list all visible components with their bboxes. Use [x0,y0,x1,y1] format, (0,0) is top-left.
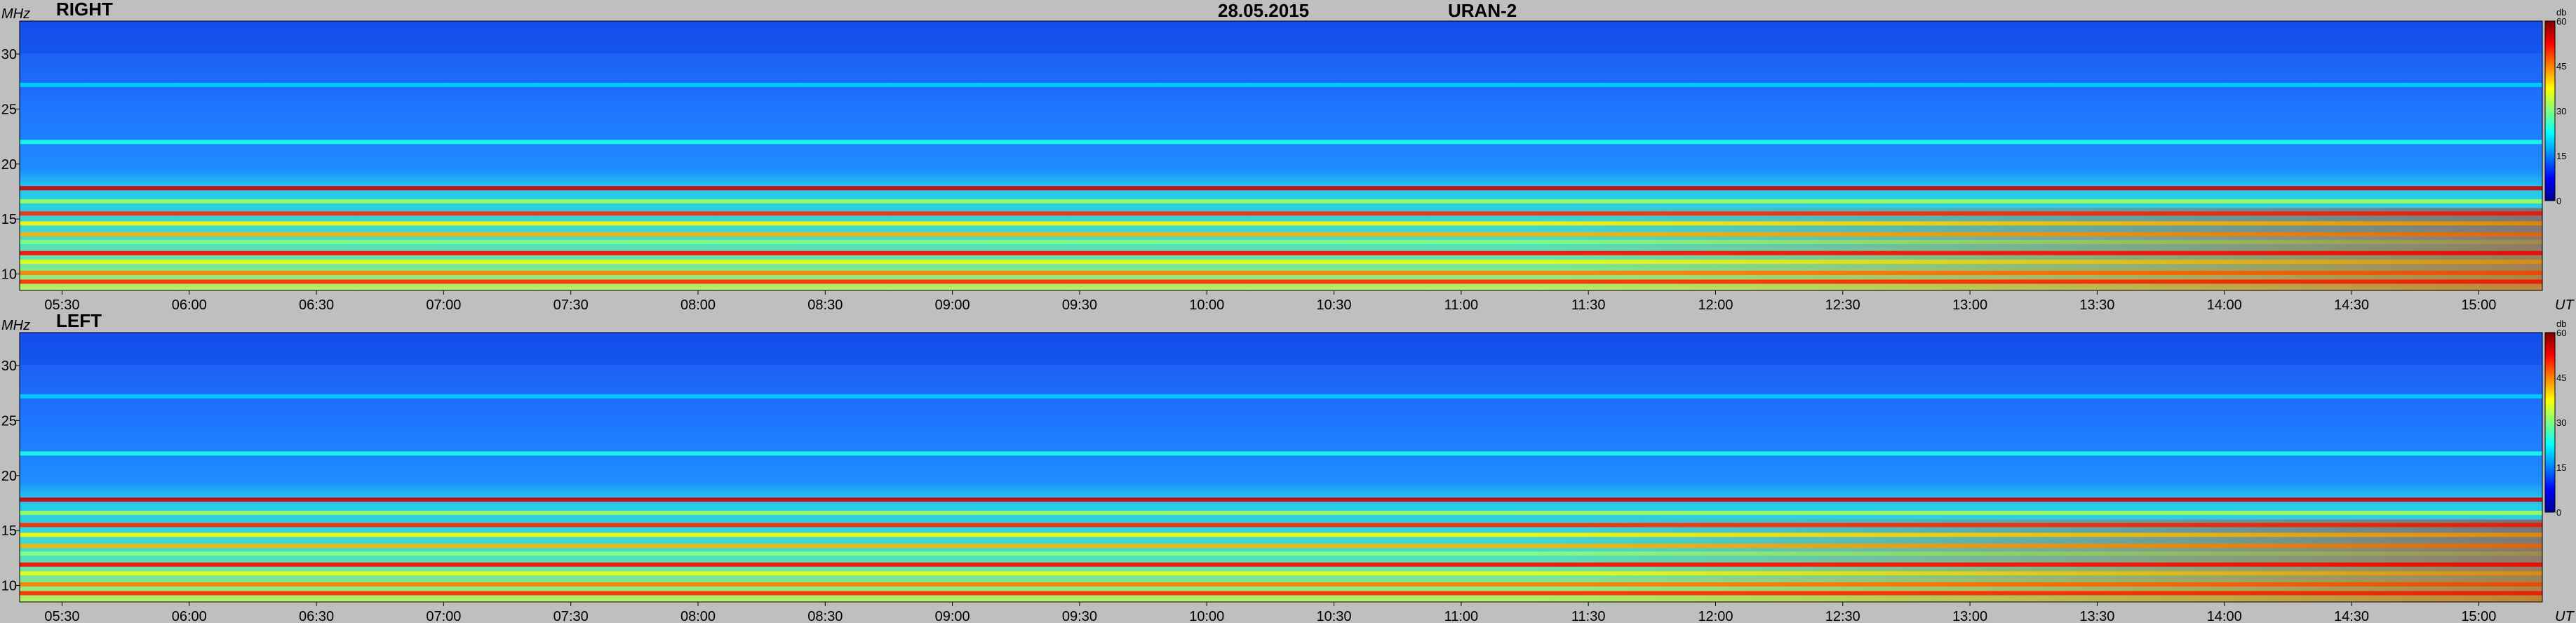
x-tick-label: 05:30 [44,297,79,312]
x-tick-label: 11:30 [1571,297,1606,312]
x-tick-label: 07:30 [554,609,589,623]
x-tick-label: 06:00 [172,609,207,623]
x-tick-label: 07:00 [426,297,461,312]
y-tick-label: 20 [1,157,17,173]
colorbar-tick-label: 60 [2556,16,2566,27]
x-tick-label: 10:00 [1189,609,1224,623]
x-tick-label: 11:30 [1571,609,1606,623]
x-tick-label: 09:30 [1062,609,1097,623]
x-tick-label: 10:30 [1317,609,1352,623]
x-tick-label: 12:30 [1825,297,1860,312]
x-tick-label: 06:00 [172,297,207,312]
x-tick-label: 06:30 [299,609,334,623]
y-axis-label: MHz [1,318,30,333]
y-tick-label: 10 [1,578,17,594]
colorbar-unit: db [2556,319,2566,329]
spectrogram-top-shade [20,21,2542,54]
y-tick-label: 15 [1,523,17,539]
colorbar-tick-label: 30 [2556,417,2566,428]
colorbar-tick-label: 45 [2556,61,2566,72]
x-tick-label: 12:00 [1698,609,1733,623]
x-tick-label: 07:30 [554,297,589,312]
y-tick-label: 25 [1,102,17,117]
colorbar-tick-label: 30 [2556,106,2566,116]
plot-frame [19,20,2543,291]
colorbar-tick-label: 15 [2556,462,2566,473]
x-tick-label: 14:30 [2334,609,2369,623]
y-axis-label: MHz [1,6,30,22]
x-tick-label: 13:30 [2079,297,2114,312]
x-tick-label: 12:00 [1698,297,1733,312]
colorbar [2544,332,2556,513]
x-axis-label: UT [2555,297,2575,312]
spectrogram-right-panel: RIGHT MHz 10 15 20 25 30 05:30 06:00 06:30 07:00 07… [1,0,2575,312]
colorbar-tick-label: 45 [2556,373,2566,383]
x-tick-label: 15:00 [2461,297,2496,312]
x-tick-label: 09:30 [1062,297,1097,312]
x-tick-label: 09:00 [935,297,970,312]
spectrogram-afternoon-intensity [20,519,2542,602]
y-tick-label: 30 [1,47,17,62]
colorbar-tick-label: 0 [2556,507,2561,518]
y-tick-label: 15 [1,212,17,227]
x-tick-label: 11:00 [1444,609,1479,623]
y-tick-label: 20 [1,469,17,484]
spectrogram-top-shade [20,333,2542,366]
x-tick-label: 08:30 [807,609,843,623]
x-tick-label: 08:00 [680,609,716,623]
x-tick-label: 13:30 [2079,609,2114,623]
x-tick-label: 08:00 [680,297,716,312]
x-tick-label: 10:00 [1189,297,1224,312]
x-tick-label: 15:00 [2461,609,2496,623]
x-tick-label: 14:30 [2334,297,2369,312]
colorbar-unit: db [2556,7,2566,18]
spectrogram-band [20,451,2542,456]
spectrogram-band [20,140,2542,145]
x-tick-label: 14:00 [2207,297,2242,312]
panel-label: RIGHT [56,0,113,20]
spectrogram-left-panel: LEFT MHz 10 15 20 25 30 05:30 06:00 06:30 07:00 07:… [1,312,2575,623]
x-tick-label: 11:00 [1444,297,1479,312]
spectrogram-afternoon-intensity [20,208,2542,290]
colorbar-tick-label: 60 [2556,328,2566,338]
spectrogram-band [20,511,2542,516]
x-tick-label: 14:00 [2207,609,2242,623]
y-tick-label: 25 [1,413,17,429]
spectrogram-band [20,186,2542,191]
x-tick-label: 06:30 [299,297,334,312]
x-tick-label: 05:30 [44,609,79,623]
panel-label: LEFT [56,312,102,331]
x-axis-label: UT [2555,609,2575,623]
colorbar-tick-label: 15 [2556,151,2566,161]
colorbar-tick-label: 0 [2556,196,2561,206]
spectrogram-band [20,82,2542,87]
x-tick-label: 07:00 [426,609,461,623]
spectrogram-band [20,199,2542,204]
chart-title: 28.05.2015 [1218,0,1310,21]
spectrogram-band [20,497,2542,502]
x-tick-label: 13:00 [1952,297,1987,312]
station-label: URAN-2 [1448,0,1517,21]
x-tick-label: 13:00 [1952,609,1987,623]
plot-frame [19,332,2543,603]
colorbar [2544,20,2556,201]
x-tick-label: 08:30 [807,297,843,312]
y-tick-label: 30 [1,359,17,374]
spectrogram-band [20,394,2542,398]
x-tick-label: 09:00 [935,609,970,623]
x-tick-label: 10:30 [1317,297,1352,312]
x-tick-label: 12:30 [1825,609,1860,623]
y-tick-label: 10 [1,267,17,282]
